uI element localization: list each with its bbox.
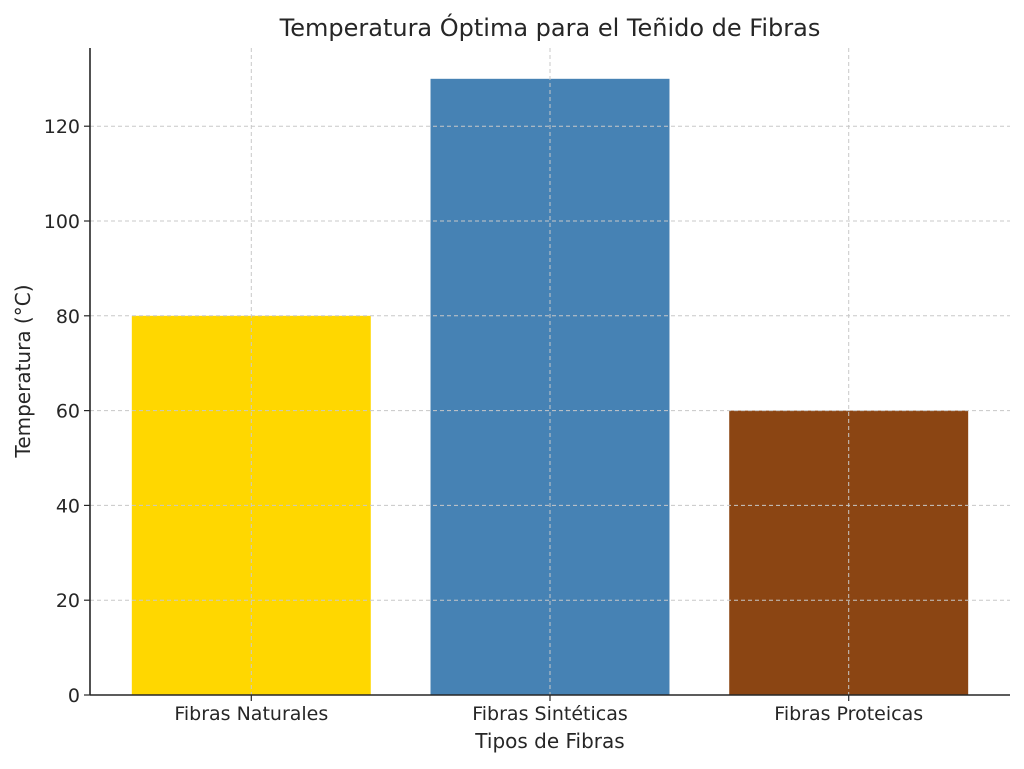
axes — [84, 48, 1010, 701]
x-tick-label: Fibras Naturales — [174, 703, 328, 725]
y-tick-label: 120 — [44, 116, 80, 138]
y-axis-label: Temperatura (°C) — [11, 284, 35, 458]
chart-title: Temperatura Óptima para el Teñido de Fib… — [279, 12, 821, 42]
y-tick-label: 0 — [68, 685, 80, 707]
tick-labels: 0 20 40 60 80 100 120 Fibras Naturales Fibras Si… — [44, 116, 923, 725]
y-tick-label: 40 — [56, 495, 80, 517]
y-tick-label: 100 — [44, 211, 80, 233]
x-axis-label: Tipos de Fibras — [474, 729, 624, 753]
x-tick-label: Fibras Sintéticas — [472, 703, 628, 725]
x-tick-label: Fibras Proteicas — [774, 703, 923, 725]
y-tick-label: 20 — [56, 590, 80, 612]
y-tick-label: 60 — [56, 401, 80, 423]
y-tick-label: 80 — [56, 306, 80, 328]
